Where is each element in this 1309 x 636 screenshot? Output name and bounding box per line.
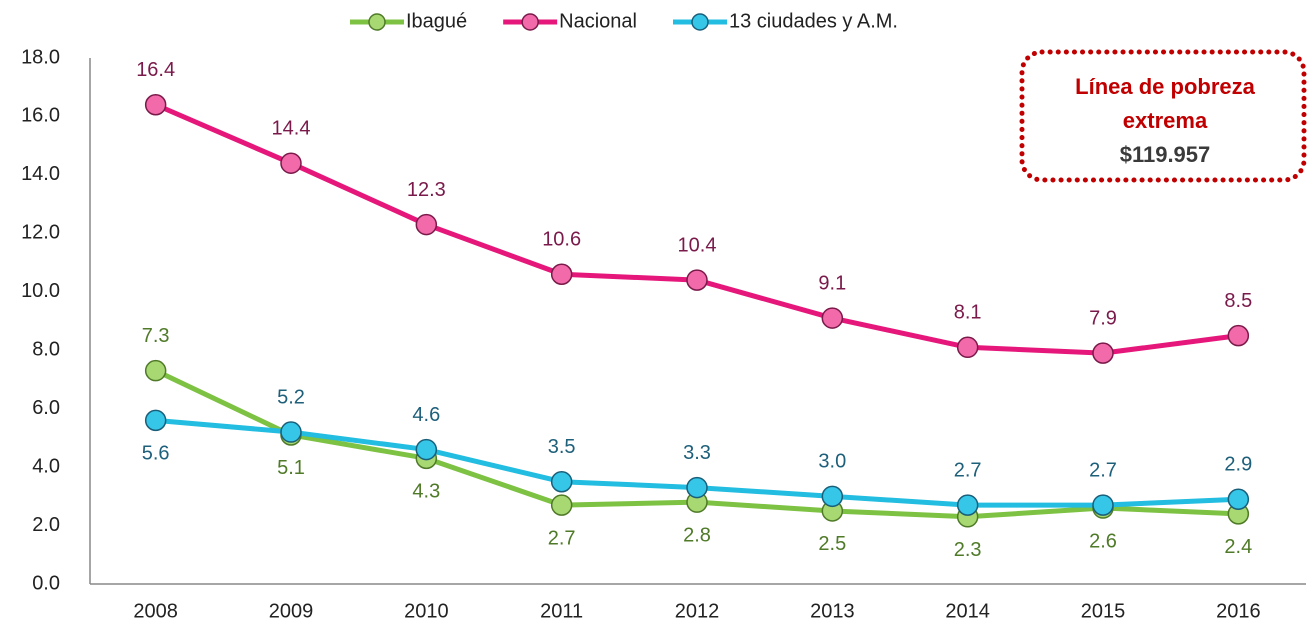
series-line — [154, 102, 1239, 356]
marker — [144, 359, 167, 382]
data-label: 2.7 — [1089, 459, 1117, 481]
data-label: 5.2 — [277, 386, 305, 408]
marker — [550, 494, 573, 516]
y-tick-label: 14.0 — [21, 163, 60, 185]
data-label: 9.1 — [818, 272, 846, 294]
annotation-amount: $119.957 — [1120, 142, 1211, 167]
legend-marker — [368, 13, 386, 31]
y-tick-label: 18.0 — [21, 46, 60, 68]
marker — [280, 152, 302, 174]
data-label: 2.9 — [1224, 454, 1252, 476]
legend-marker — [691, 13, 709, 31]
x-tick-label: 2015 — [1081, 600, 1126, 622]
x-tick-label: 2012 — [675, 600, 720, 622]
data-label: 2.7 — [548, 527, 576, 549]
data-label: 2.3 — [954, 539, 982, 561]
data-label: 3.0 — [818, 451, 846, 473]
data-label: 4.3 — [412, 481, 440, 503]
x-tick-label: 2013 — [810, 600, 855, 622]
data-label: 2.6 — [1089, 530, 1117, 552]
marker — [956, 336, 979, 359]
data-label: 3.5 — [548, 436, 576, 458]
data-label: 2.7 — [954, 459, 982, 481]
data-label: 7.9 — [1089, 307, 1117, 329]
y-tick-label: 8.0 — [32, 339, 60, 361]
x-tick-label: 2008 — [133, 600, 178, 622]
data-label: 2.4 — [1224, 536, 1252, 558]
y-tick-label: 4.0 — [32, 455, 60, 477]
marker — [550, 263, 573, 285]
y-tick-label: 6.0 — [32, 397, 60, 419]
marker — [144, 94, 167, 116]
annotation-text: Línea de pobreza — [1075, 74, 1255, 99]
data-label: 7.3 — [142, 325, 170, 347]
marker — [1092, 494, 1114, 516]
annotation-box — [1019, 49, 1307, 183]
data-label: 4.6 — [412, 404, 440, 426]
marker — [821, 307, 844, 329]
marker — [415, 213, 438, 236]
x-tick-label: 2016 — [1216, 600, 1261, 622]
data-label: 8.5 — [1224, 290, 1252, 312]
y-tick-label: 16.0 — [21, 105, 60, 127]
y-tick-label: 12.0 — [21, 222, 60, 244]
marker — [1227, 324, 1250, 347]
data-label: 12.3 — [407, 179, 446, 201]
marker — [144, 409, 167, 432]
data-label: 2.8 — [683, 524, 711, 546]
legend-label: Ibagué — [406, 10, 467, 32]
marker — [686, 476, 708, 499]
data-label: 2.5 — [818, 533, 846, 555]
x-tick-label: 2009 — [269, 600, 314, 622]
data-label: 14.4 — [272, 117, 311, 139]
marker — [956, 494, 979, 516]
data-label: 5.1 — [277, 457, 305, 479]
marker — [1092, 342, 1114, 364]
legend-label: Nacional — [559, 10, 637, 32]
marker — [821, 485, 844, 508]
annotation-text: extrema — [1123, 108, 1208, 133]
y-tick-label: 2.0 — [32, 514, 60, 536]
data-label: 10.4 — [678, 234, 717, 256]
y-tick-label: 10.0 — [21, 280, 60, 302]
marker — [686, 269, 708, 291]
marker — [1227, 488, 1250, 511]
data-label: 10.6 — [542, 229, 581, 251]
data-label: 3.3 — [683, 442, 711, 464]
data-label: 5.6 — [142, 443, 170, 465]
legend-marker — [521, 13, 539, 31]
marker — [280, 421, 302, 443]
x-tick-label: 2010 — [404, 600, 449, 622]
y-tick-label: 0.0 — [32, 572, 60, 594]
data-label: 8.1 — [954, 302, 982, 324]
x-tick-label: 2014 — [945, 600, 990, 622]
legend-label: 13 ciudades y A.M. — [729, 10, 898, 32]
data-label: 16.4 — [136, 59, 175, 81]
marker — [415, 438, 438, 461]
x-tick-label: 2011 — [540, 600, 583, 622]
marker — [550, 470, 573, 493]
